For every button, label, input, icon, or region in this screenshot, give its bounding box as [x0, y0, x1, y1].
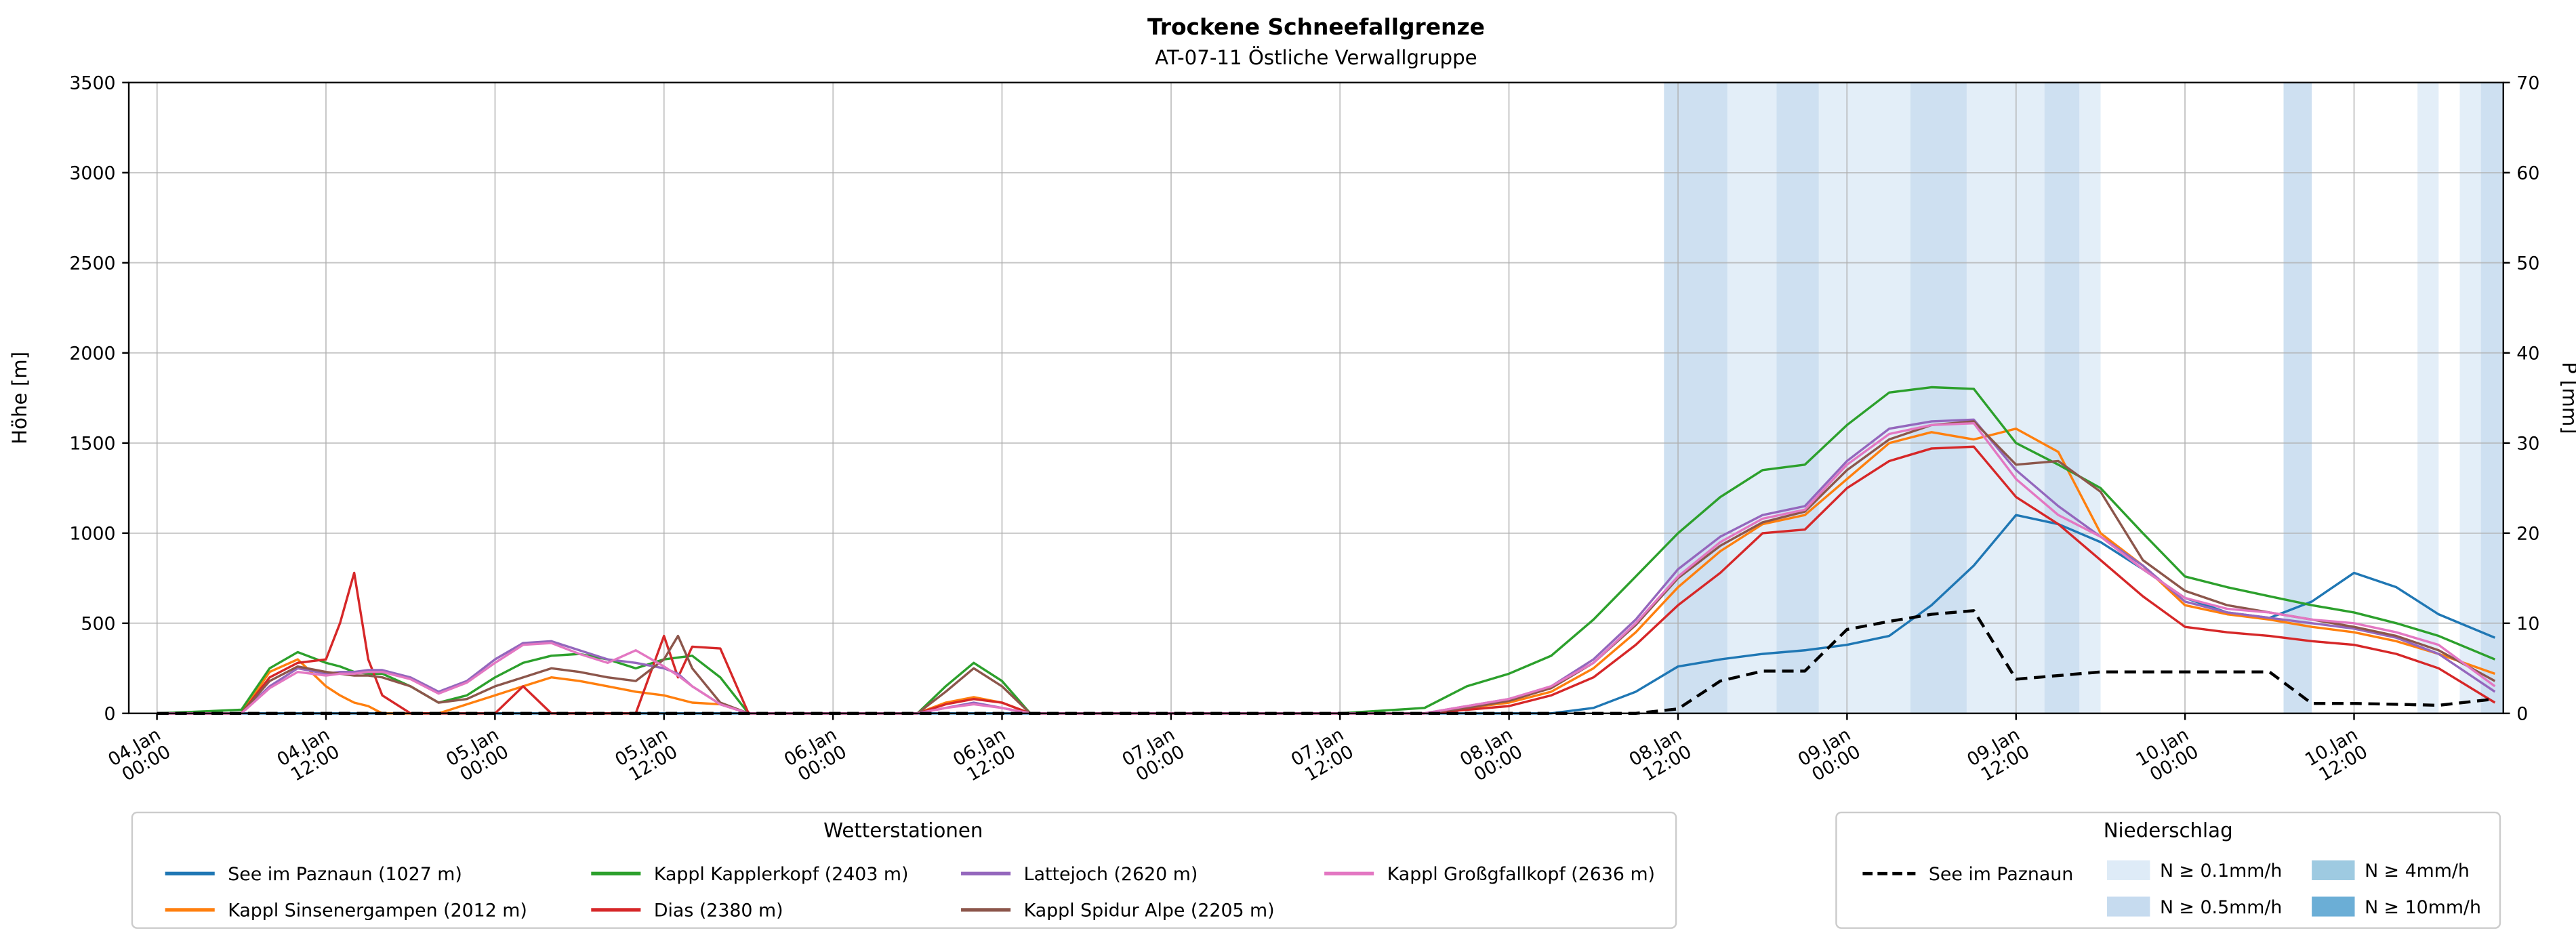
- legend-swatch-patch: [2107, 896, 2150, 917]
- x-tick-label: 09.Jan00:00: [1795, 724, 1864, 788]
- precip-bands: [1664, 82, 2503, 713]
- y-tick-label-left: 1500: [69, 434, 115, 455]
- y-tick-label-right: 20: [2516, 524, 2539, 545]
- x-tick-label: 04.Jan00:00: [104, 724, 174, 788]
- y-tick-label-right: 60: [2516, 163, 2539, 184]
- x-tick-label: 07.Jan12:00: [1288, 724, 1357, 788]
- chart-title: Trockene Schneefallgrenze: [1147, 14, 1485, 40]
- precip-band: [2044, 82, 2080, 713]
- axes: 0 500 1000 1500 2000 2500 3000 3500 0 10 20 30 40 50 6…: [69, 73, 2539, 788]
- legend-station-label: Dias (2380 m): [654, 900, 783, 921]
- series-line: [157, 386, 2496, 715]
- y-tick-label-left: 1000: [69, 524, 115, 545]
- y-tick-label-left: 2000: [69, 344, 115, 365]
- legend-precip-level-label: N ≥ 0.1mm/h: [2160, 861, 2282, 882]
- x-tick-label: 06.Jan12:00: [949, 724, 1019, 788]
- legend-title-precip: Niederschlag: [2104, 819, 2233, 842]
- legend-station-label: Kappl Kapplerkopf (2403 m): [654, 864, 909, 885]
- legend-station-label: See im Paznaun (1027 m): [228, 864, 462, 885]
- series-lines: [157, 386, 2496, 716]
- y-tick-label-right: 50: [2516, 253, 2539, 274]
- precip-band: [2079, 82, 2101, 713]
- grid-lines: [129, 81, 2503, 714]
- chart-subtitle: AT-07-11 Östliche Verwallgruppe: [1155, 45, 1477, 69]
- legend-box-stations: [131, 811, 1677, 929]
- y-tick-label-right: 10: [2516, 614, 2539, 635]
- y-tick-label-right: 0: [2516, 704, 2528, 725]
- legend-station-label: Kappl Großgfallkopf (2636 m): [1387, 864, 1655, 885]
- y-tick-label-left: 3500: [69, 73, 115, 94]
- y-tick-label-left: 0: [104, 704, 115, 725]
- legend-precip-station-label: See im Paznaun: [1929, 864, 2073, 885]
- x-tick-label: 09.Jan12:00: [1963, 724, 2033, 788]
- precip-sum-line: [157, 609, 2495, 716]
- precip-band: [1776, 82, 1819, 713]
- x-tick-label: 10.Jan12:00: [2302, 724, 2371, 788]
- y-tick-label-right: 40: [2516, 344, 2539, 365]
- precip-band: [1818, 82, 1910, 713]
- precip-band: [2417, 82, 2439, 713]
- series-line: [157, 418, 2496, 715]
- legend-swatch-patch: [2312, 896, 2355, 917]
- precip-band: [1664, 82, 1727, 713]
- y-tick-label-left: 2500: [69, 253, 115, 274]
- legend-precip-level-label: N ≥ 4mm/h: [2365, 861, 2470, 882]
- precip-band: [2480, 82, 2503, 713]
- series-line: [157, 514, 2496, 715]
- x-tick-label: 05.Jan00:00: [443, 724, 512, 788]
- legend-precip-items: See im Paznaun N ≥ 0.1mm/h N ≥ 0.5mm/h N ≥ …: [1862, 860, 2481, 918]
- y-tick-label-right: 70: [2516, 73, 2539, 94]
- y-tick-label-left: 500: [81, 614, 115, 635]
- legend-station-label: Kappl Sinsenergampen (2012 m): [228, 900, 527, 921]
- legend-title-stations: Wetterstationen: [823, 819, 983, 842]
- y-axis-label-left: Höhe [m]: [8, 352, 31, 444]
- x-tick-label: 10.Jan00:00: [2133, 724, 2203, 788]
- plot-frame: [127, 81, 2505, 715]
- x-tick-label: 08.Jan12:00: [1626, 724, 1696, 788]
- y-tick-label-left: 3000: [69, 163, 115, 184]
- legend-station-label: Kappl Spidur Alpe (2205 m): [1024, 900, 1275, 921]
- precip-band: [2459, 82, 2481, 713]
- legend-precip-level-label: N ≥ 0.5mm/h: [2160, 897, 2282, 918]
- x-tick-label: 08.Jan00:00: [1456, 724, 1526, 788]
- x-tick-label: 05.Jan12:00: [611, 724, 681, 788]
- legend-station-label: Lattejoch (2620 m): [1024, 864, 1198, 885]
- legend-swatch-patch: [2107, 860, 2150, 881]
- x-tick-label: 07.Jan00:00: [1119, 724, 1189, 788]
- y-tick-label-right: 30: [2516, 434, 2539, 455]
- y-axis-label-right: P [mm]: [2558, 362, 2576, 434]
- legend-precip-level-label: N ≥ 10mm/h: [2365, 897, 2481, 918]
- precip-band: [1727, 82, 1777, 713]
- x-tick-label: 04.Jan12:00: [274, 724, 344, 788]
- precip-band: [1910, 82, 1967, 713]
- legend-swatch-patch: [2312, 860, 2355, 881]
- x-tick-label: 06.Jan00:00: [781, 724, 851, 788]
- legend-stations-items: See im Paznaun (1027 m) Kappl Sinsenergam…: [165, 864, 1655, 921]
